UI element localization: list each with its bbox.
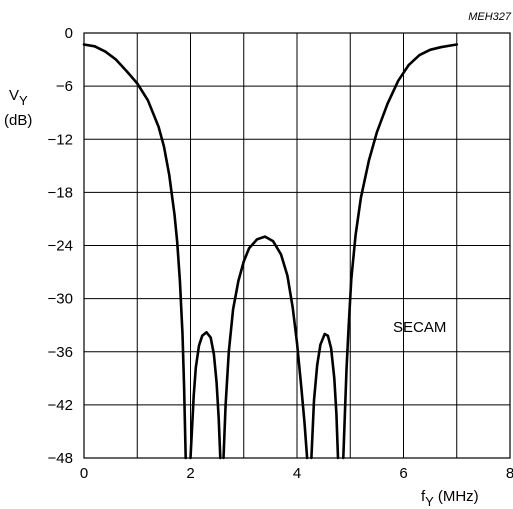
x-tick-label: 2	[186, 465, 194, 482]
response-curve-segment	[189, 331, 222, 460]
response-curve-segment	[342, 43, 459, 460]
curves	[82, 43, 459, 460]
x-tick-label: 6	[399, 465, 407, 482]
y-tick-label: −30	[48, 291, 73, 308]
y-axis-label-subscript: Y	[19, 93, 28, 108]
y-tick-label: −18	[48, 184, 73, 201]
y-tick-label: −42	[48, 397, 73, 414]
x-axis-unit: (MHz)	[438, 488, 479, 505]
y-tick-label: 0	[65, 25, 73, 42]
x-tick-label: 8	[506, 465, 513, 482]
y-tick-label: −24	[48, 238, 73, 255]
x-tick-label: 0	[80, 465, 88, 482]
figure-reference: MEH327	[468, 11, 512, 23]
y-axis-unit: (dB)	[4, 112, 32, 129]
plot-frame	[83, 32, 511, 459]
y-axis-label-main: V	[9, 87, 19, 104]
secam-annotation: SECAM	[393, 319, 446, 336]
grid	[84, 33, 510, 458]
y-tick-label: −36	[48, 344, 73, 361]
y-tick-labels: 0 −6 −12 −18 −24 −30 −36 −42 −48	[48, 25, 73, 467]
response-curve-segment	[310, 332, 340, 460]
y-tick-label: −48	[48, 450, 73, 467]
response-curve-segment	[222, 235, 309, 460]
x-axis-label-main: f	[421, 488, 426, 505]
x-tick-label: 4	[293, 465, 301, 482]
response-curve-segment	[82, 43, 187, 460]
x-axis-label: fY (MHz)	[421, 488, 479, 509]
x-axis-label-subscript: Y	[425, 494, 434, 509]
x-tick-labels: 0 2 4 6 8	[80, 465, 513, 482]
y-tick-label: −12	[48, 131, 73, 148]
y-axis-label: VY	[9, 87, 28, 108]
y-tick-label: −6	[56, 78, 73, 95]
